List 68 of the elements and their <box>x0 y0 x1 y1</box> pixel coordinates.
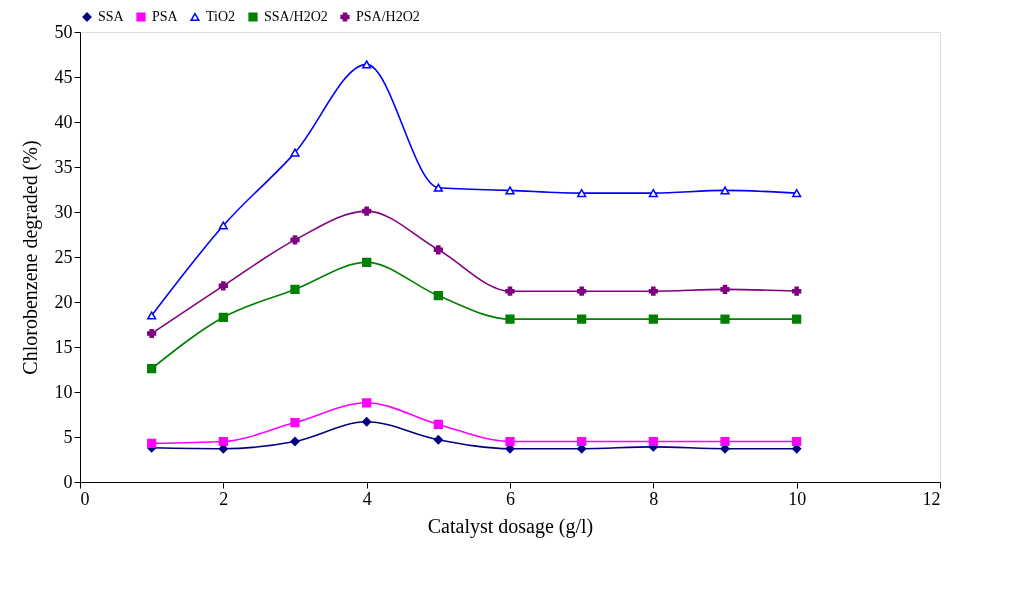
point <box>218 281 228 291</box>
point <box>362 417 372 427</box>
y-tick-label: 50 <box>54 21 73 42</box>
point <box>290 284 300 295</box>
legend-label: TiO2 <box>206 9 236 24</box>
point <box>720 284 730 295</box>
legend-label: PSA <box>152 9 179 24</box>
point <box>792 436 802 447</box>
point <box>218 221 228 230</box>
point <box>362 257 372 268</box>
point <box>577 314 587 324</box>
x-tick-label: 2 <box>219 488 229 509</box>
point <box>433 419 443 430</box>
point <box>147 363 157 374</box>
point <box>290 417 300 428</box>
point <box>505 314 515 324</box>
x-tick-label: 0 <box>80 488 90 509</box>
point <box>433 291 443 301</box>
point <box>505 286 515 296</box>
point <box>648 189 658 198</box>
point <box>792 286 802 296</box>
point <box>218 312 228 322</box>
point <box>290 436 300 447</box>
point <box>362 398 372 408</box>
y-tick-label: 5 <box>63 426 73 447</box>
point <box>577 286 587 296</box>
point <box>792 314 802 324</box>
legend-label: PSA/H2O2 <box>356 9 420 24</box>
x-tick-label: 12 <box>922 488 941 509</box>
point <box>720 186 730 195</box>
point <box>720 436 730 447</box>
point <box>577 189 587 198</box>
point <box>505 186 515 195</box>
y-tick-label: 20 <box>54 291 73 312</box>
point <box>433 183 443 192</box>
x-axis-title: Catalyst dosage (g/l) <box>427 514 594 538</box>
point <box>577 436 587 447</box>
y-tick-label: 35 <box>54 156 73 177</box>
x-tick-label: 10 <box>788 488 807 509</box>
y-tick-label: 15 <box>54 336 73 357</box>
y-tick-label: 30 <box>54 201 73 222</box>
x-tick-label: 4 <box>362 488 372 509</box>
point <box>792 189 802 198</box>
point <box>147 328 157 339</box>
legend-label: SSA <box>98 9 125 24</box>
point <box>433 435 443 445</box>
point <box>218 436 228 447</box>
legend-label: SSA/H2O2 <box>264 9 328 24</box>
point <box>648 286 658 296</box>
point <box>147 311 157 320</box>
x-tick-label: 6 <box>506 488 515 509</box>
point <box>720 314 730 324</box>
point <box>290 148 300 157</box>
y-tick-label: 45 <box>54 66 73 87</box>
y-tick-label: 0 <box>63 471 73 492</box>
point <box>290 235 300 245</box>
y-tick-label: 40 <box>54 111 73 132</box>
point <box>433 245 443 255</box>
y-axis-title: Chlorobenzene degraded (%) <box>18 140 42 375</box>
point <box>362 60 372 69</box>
point <box>648 314 658 324</box>
point <box>147 438 157 448</box>
point <box>505 436 515 447</box>
point <box>362 206 372 216</box>
x-tick-label: 8 <box>649 488 659 509</box>
y-tick-label: 25 <box>54 246 73 267</box>
point <box>648 436 658 447</box>
y-tick-label: 10 <box>54 381 73 402</box>
